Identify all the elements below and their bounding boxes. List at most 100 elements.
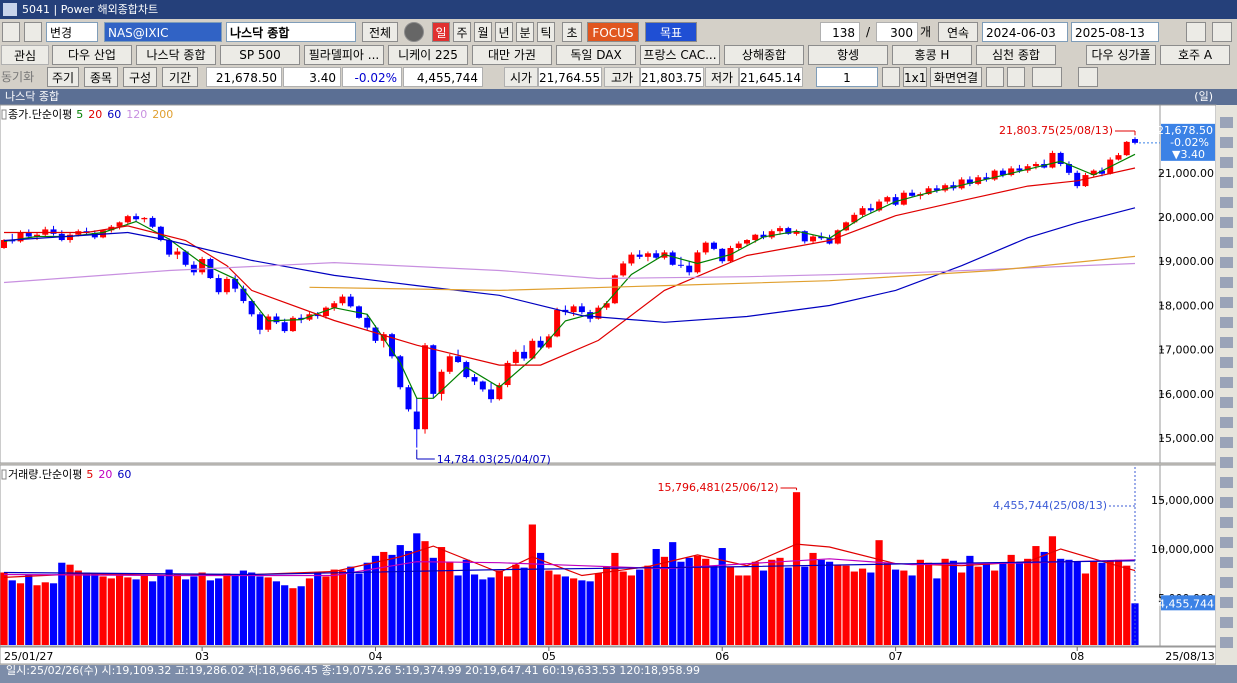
- volume-axis: [1159, 464, 1217, 647]
- focus-button[interactable]: FOCUS: [587, 22, 639, 42]
- volume-bar: [792, 492, 801, 645]
- link-button[interactable]: 화면연결: [930, 67, 982, 87]
- side-icon[interactable]: [1220, 557, 1233, 568]
- candle-body: [438, 371, 445, 394]
- period-button[interactable]: 월: [474, 22, 492, 42]
- side-icon[interactable]: [1220, 457, 1233, 468]
- tab[interactable]: 심천 종합: [976, 45, 1056, 65]
- target-button[interactable]: 목표: [645, 22, 697, 42]
- side-icon[interactable]: [1220, 177, 1233, 188]
- tab[interactable]: 프랑스 CAC...: [640, 45, 720, 65]
- side-icon[interactable]: [1220, 357, 1233, 368]
- tab[interactable]: 상해종합: [724, 45, 804, 65]
- icon-button[interactable]: [1007, 67, 1025, 87]
- end-date[interactable]: 2025-08-13: [1071, 22, 1159, 42]
- side-icon[interactable]: [1220, 217, 1233, 228]
- symbol-input[interactable]: NAS@IXIC: [104, 22, 222, 42]
- side-icon[interactable]: [1220, 117, 1233, 128]
- high: 21,803.75: [640, 67, 704, 87]
- period-button[interactable]: 초: [562, 22, 582, 42]
- side-icon[interactable]: [1220, 237, 1233, 248]
- side-icon[interactable]: [1220, 477, 1233, 488]
- period-button[interactable]: 년: [495, 22, 513, 42]
- volume-bar: [413, 533, 421, 645]
- period-button[interactable]: 일: [432, 22, 450, 42]
- info-button[interactable]: 종목: [84, 67, 118, 87]
- start-date[interactable]: 2024-06-03: [982, 22, 1068, 42]
- side-icon[interactable]: [1220, 337, 1233, 348]
- side-icon[interactable]: [1220, 317, 1233, 328]
- side-icon[interactable]: [1220, 137, 1233, 148]
- candle-body: [389, 334, 396, 357]
- side-icons: [1220, 117, 1233, 648]
- volume-bar: [1015, 561, 1024, 645]
- side-icon[interactable]: [1220, 297, 1233, 308]
- save-button[interactable]: [1186, 22, 1206, 42]
- x-tick-label: 06: [715, 650, 729, 663]
- tab[interactable]: SP 500: [220, 45, 300, 65]
- info-button[interactable]: 주기: [47, 67, 79, 87]
- volume-bar: [347, 566, 355, 645]
- side-icon[interactable]: [1220, 197, 1233, 208]
- icon-button[interactable]: [1032, 67, 1062, 87]
- side-icon[interactable]: [1220, 517, 1233, 528]
- tab[interactable]: 필라델피아 ...: [304, 45, 384, 65]
- period-button[interactable]: 주: [453, 22, 471, 42]
- icon-button[interactable]: [882, 67, 900, 87]
- side-icon[interactable]: [1220, 637, 1233, 648]
- side-icon[interactable]: [1220, 577, 1233, 588]
- period-button[interactable]: 분: [516, 22, 534, 42]
- settings-button[interactable]: [1212, 22, 1232, 42]
- tab[interactable]: 홍콩 H: [892, 45, 972, 65]
- tab[interactable]: 독일 DAX: [556, 45, 636, 65]
- tab[interactable]: 대만 가권: [472, 45, 552, 65]
- side-icon[interactable]: [1220, 437, 1233, 448]
- symbol-name: 나스닥 종합: [226, 22, 356, 42]
- candle-body: [925, 188, 932, 195]
- candle-body: [611, 275, 618, 304]
- layout-button[interactable]: 1x1: [903, 67, 927, 87]
- all-button[interactable]: 전체: [362, 22, 398, 42]
- volume-bar: [1024, 558, 1032, 645]
- side-icon[interactable]: [1220, 257, 1233, 268]
- volume-bar: [190, 576, 198, 645]
- tab[interactable]: 호주 A: [1160, 45, 1230, 65]
- chart-title: 나스닥 종합: [5, 90, 59, 103]
- side-icon[interactable]: [1220, 397, 1233, 408]
- continuous-button[interactable]: 연속: [938, 22, 978, 42]
- tab[interactable]: 다우 싱가폴: [1086, 45, 1156, 65]
- tab[interactable]: 항셍: [808, 45, 888, 65]
- side-icon[interactable]: [1220, 537, 1233, 548]
- side-icon[interactable]: [1220, 277, 1233, 288]
- icon-button[interactable]: [404, 22, 424, 42]
- volume-bar: [264, 577, 272, 645]
- volume-bar: [636, 569, 644, 645]
- side-icon[interactable]: [1220, 617, 1233, 628]
- candle-body: [777, 228, 784, 232]
- tab[interactable]: 니케이 225: [388, 45, 468, 65]
- icon-button[interactable]: [986, 67, 1004, 87]
- x-tick-label: 08: [1070, 650, 1084, 663]
- volume-bar: [999, 562, 1007, 645]
- icon-button[interactable]: [2, 22, 20, 42]
- side-icon[interactable]: [1220, 497, 1233, 508]
- side-icon[interactable]: [1220, 417, 1233, 428]
- price-axis: [1159, 104, 1217, 464]
- icon-button[interactable]: [24, 22, 42, 42]
- candle-body: [933, 188, 940, 191]
- side-icon[interactable]: [1220, 157, 1233, 168]
- sync-label[interactable]: 동기화: [1, 70, 35, 84]
- side-icon[interactable]: [1220, 597, 1233, 608]
- max-count-input[interactable]: 300: [876, 22, 918, 42]
- info-button[interactable]: 구성: [123, 67, 157, 87]
- tab-group-label[interactable]: 관심: [1, 45, 49, 65]
- icon-button[interactable]: [1078, 67, 1098, 87]
- tab[interactable]: 나스닥 종합: [136, 45, 216, 65]
- info-button[interactable]: 기간: [162, 67, 198, 87]
- period-button[interactable]: 틱: [537, 22, 555, 42]
- tab[interactable]: 다우 산업: [52, 45, 132, 65]
- change-select[interactable]: 변경: [46, 22, 98, 42]
- side-icon[interactable]: [1220, 377, 1233, 388]
- period-count[interactable]: 1: [816, 67, 878, 87]
- count-input[interactable]: 138: [820, 22, 860, 42]
